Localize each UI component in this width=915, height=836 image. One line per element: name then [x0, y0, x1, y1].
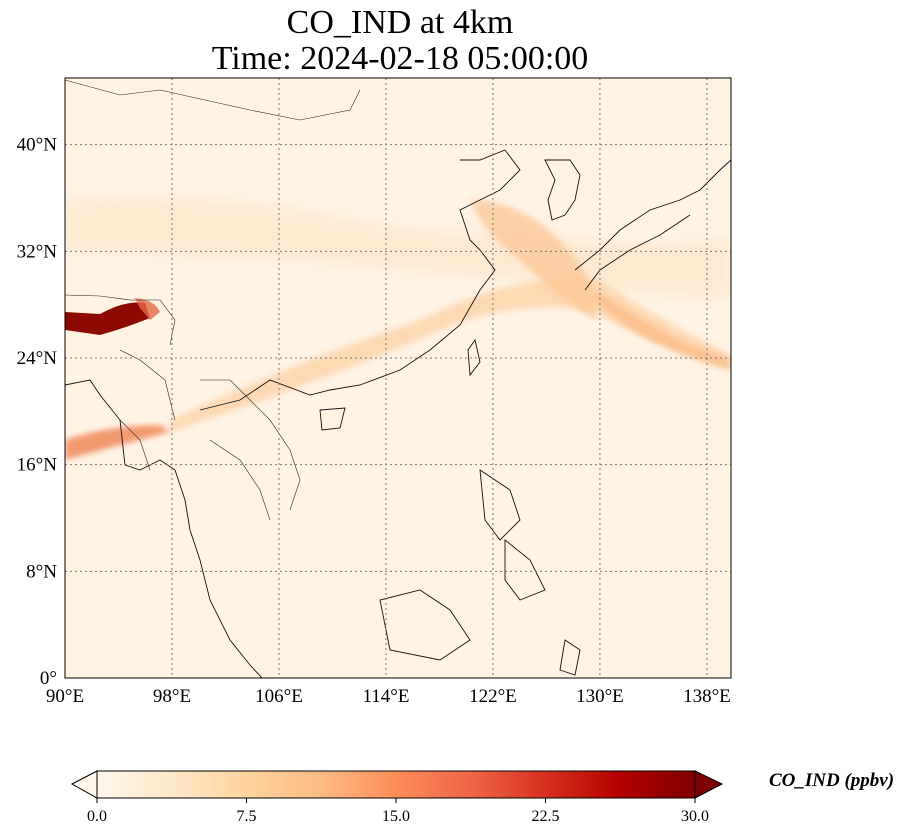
colorbar-label: CO_IND (ppbv) [769, 770, 895, 791]
colorbar-max-arrow [694, 770, 724, 799]
colorbar-tick-label: 30.0 [681, 808, 709, 825]
lat-tick-label: 8°N [26, 561, 57, 582]
colorbar-tick-label: 22.5 [532, 808, 560, 825]
lat-tick-label: 16°N [17, 455, 58, 476]
lon-tick-label: 130°E [576, 686, 624, 707]
lat-tick-label: 40°N [17, 135, 58, 156]
lat-tick-label: 24°N [17, 348, 58, 369]
east-china-plume [470, 200, 596, 320]
lon-tick-label: 122°E [469, 686, 517, 707]
colorbar-tick-label: 15.0 [382, 808, 410, 825]
axis-tick-labels: 90°E 98°E 106°E 114°E 122°E 130°E 138°E 0° 8°N 16… [17, 135, 731, 707]
lon-tick-label: 106°E [255, 686, 303, 707]
lon-tick-label: 98°E [153, 686, 191, 707]
lon-tick-label: 90°E [46, 686, 84, 707]
pacific-plume [170, 278, 731, 432]
colorbar: 0.0 7.5 15.0 22.5 30.0 [70, 770, 724, 825]
coastlines [65, 149, 731, 678]
himalaya-hotspot [65, 302, 150, 335]
colorbar-min-arrow [70, 770, 98, 799]
lon-tick-label: 114°E [362, 686, 409, 707]
colorbar-gradient [97, 771, 695, 798]
gridlines [65, 78, 731, 678]
colorbar-tick-label: 0.0 [87, 808, 107, 825]
plot-title: CO_IND at 4km [286, 4, 514, 41]
country-borders [65, 79, 361, 521]
plot-subtitle-time: Time: 2024-02-18 05:00:00 [211, 40, 589, 77]
lon-tick-label: 138°E [683, 686, 731, 707]
map-background [65, 78, 731, 678]
map-frame [64, 77, 732, 679]
myanmar-plume [65, 425, 170, 460]
japan-plume [595, 290, 731, 368]
co-concentration-field [65, 78, 731, 678]
lat-tick-label: 32°N [17, 241, 58, 262]
colorbar-tick-label: 7.5 [237, 808, 257, 825]
himalaya-fringe [135, 298, 160, 320]
lat-tick-label: 0° [40, 668, 57, 689]
